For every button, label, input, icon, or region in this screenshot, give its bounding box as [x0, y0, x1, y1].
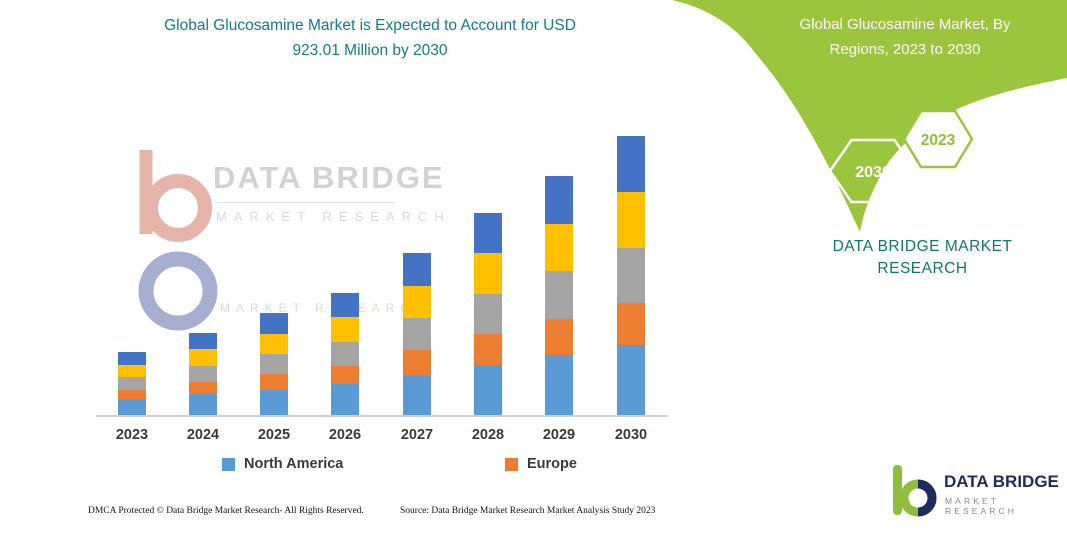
bar-segment	[545, 355, 573, 415]
bar-segment	[617, 303, 645, 346]
page-title-line1: Global Glucosamine Market is Expected to…	[164, 17, 576, 34]
bar-segment	[617, 136, 645, 192]
bar-segment	[474, 364, 502, 415]
bar-segment	[118, 377, 146, 390]
footer-dmca-text: DMCA Protected © Data Bridge Market Rese…	[88, 506, 364, 516]
bar-segment	[331, 317, 359, 342]
watermark-title: DATA BRIDGE	[213, 160, 445, 195]
legend-item-north-america: North America	[222, 456, 343, 472]
watermark-faint-line: MARKET RESEARCH	[220, 301, 430, 315]
side-panel-brand-line2: RESEARCH	[877, 260, 968, 277]
side-panel-title: Global Glucosamine Market, By Regions, 2…	[750, 12, 1060, 62]
bar-segment	[474, 213, 502, 254]
side-panel-brand-line1: DATA BRIDGE MARKET	[832, 238, 1013, 255]
legend-swatch-north-america	[222, 457, 235, 471]
hexagon-2023	[902, 109, 974, 169]
x-axis-label: 2024	[186, 427, 220, 443]
watermark-divider	[215, 202, 395, 203]
x-axis-label: 2026	[328, 427, 362, 443]
bar-segment	[545, 271, 573, 320]
green-swoosh	[672, 0, 1067, 232]
x-axis-line	[96, 415, 668, 417]
bar-segment	[189, 382, 217, 395]
bar-segment	[331, 293, 359, 318]
bar-segment	[189, 365, 217, 383]
side-panel-brand-text: DATA BRIDGE MARKET RESEARCH	[815, 236, 1030, 280]
legend-swatch-europe	[505, 457, 518, 471]
hexagon-2023-label: 2023	[921, 132, 956, 149]
bar-segment	[403, 350, 431, 375]
bar-segment	[403, 318, 431, 351]
hexagon-2030	[828, 138, 918, 204]
page-title: Global Glucosamine Market is Expected to…	[60, 13, 680, 63]
bar-segment	[118, 352, 146, 365]
legend-item-europe: Europe	[505, 456, 577, 472]
bar-segment	[617, 191, 645, 248]
brand-logo: DATA BRIDGE MARKET RESEARCH	[888, 460, 1067, 524]
page-title-line2: 923.01 Million by 2030	[292, 42, 448, 59]
legend-label-europe: Europe	[527, 456, 577, 472]
bar-segment	[545, 176, 573, 224]
legend-label-north-america: North America	[244, 456, 344, 472]
bar-segment	[403, 253, 431, 286]
hexagon-2030-label: 2030	[855, 164, 891, 181]
bar-segment	[545, 223, 573, 272]
bar-segment	[331, 341, 359, 367]
bar-segment	[260, 374, 288, 390]
bar-segment	[260, 389, 288, 415]
bar-segment	[189, 349, 217, 366]
bar-segment	[189, 394, 217, 415]
x-axis-label: 2027	[400, 427, 434, 443]
bar-segment	[474, 334, 502, 365]
bar-segment	[118, 399, 146, 415]
bar-segment	[118, 389, 146, 400]
bar-segment	[474, 293, 502, 335]
side-panel-title-line2: Regions, 2023 to 2030	[829, 41, 981, 58]
footer-source-text: Source: Data Bridge Market Research Mark…	[400, 506, 656, 516]
brand-logo-icon	[893, 465, 937, 517]
bar-segment	[331, 384, 359, 415]
x-axis-label: 2023	[115, 427, 149, 443]
bar-segment	[331, 366, 359, 385]
bar-segment	[545, 319, 573, 356]
bar-segment	[189, 333, 217, 350]
x-axis-label: 2025	[257, 427, 291, 443]
bar-segment	[617, 247, 645, 304]
bar-segment	[260, 353, 288, 375]
watermark-subtitle: MARKET RESEARCH	[216, 209, 451, 224]
x-axis-label: 2030	[614, 427, 648, 443]
x-axis-label: 2028	[471, 427, 505, 443]
brand-logo-name: DATA BRIDGE	[944, 472, 1059, 491]
bar-segment	[260, 333, 288, 354]
bar-segment	[260, 313, 288, 334]
x-axis-label: 2029	[542, 427, 576, 443]
bar-segment	[403, 374, 431, 415]
bar-segment	[118, 364, 146, 378]
bar-segment	[617, 345, 645, 415]
bar-segment	[403, 285, 431, 318]
bar-segment	[474, 253, 502, 294]
brand-logo-subtitle: MARKET RESEARCH	[945, 496, 1018, 516]
side-panel-title-line1: Global Glucosamine Market, By	[799, 16, 1011, 33]
